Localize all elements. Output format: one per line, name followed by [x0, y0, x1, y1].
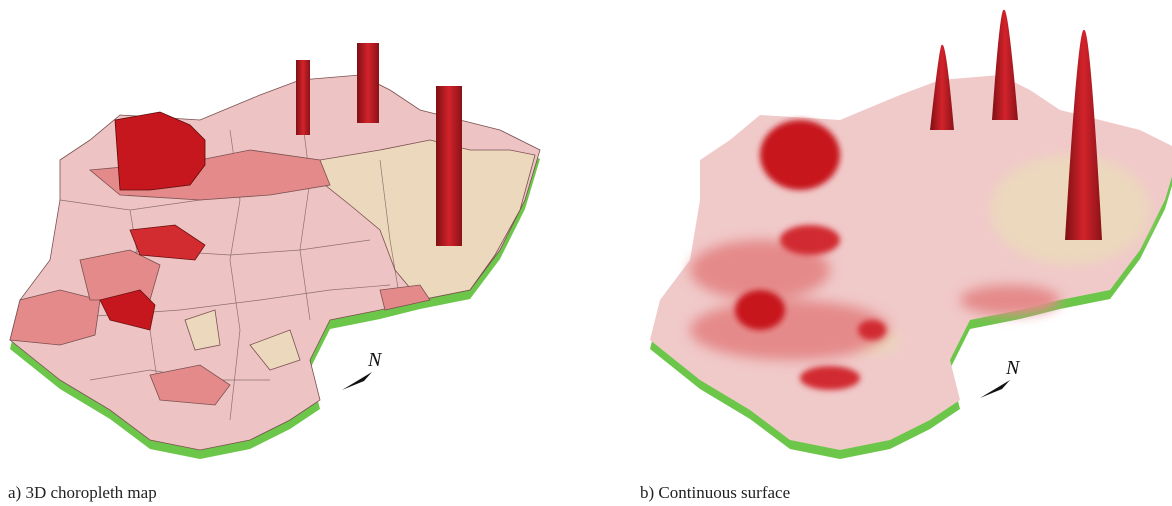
- choropleth-map: N: [10, 43, 540, 459]
- surface-map: N: [650, 10, 1172, 459]
- north-label: N: [1005, 357, 1021, 379]
- extrusion: [357, 43, 379, 123]
- north-arrow: N: [342, 349, 383, 390]
- north-arrow: N: [980, 357, 1021, 398]
- caption: b) Continuous surface: [640, 483, 790, 502]
- north-arrow-head: [980, 380, 1010, 398]
- north-arrow-head: [342, 372, 372, 390]
- figure: N N a) 3D choropleth map b) Continuous: [0, 0, 1172, 506]
- spike: [992, 10, 1018, 120]
- extrusion: [296, 60, 310, 135]
- north-label: N: [367, 349, 383, 371]
- caption: a) 3D choropleth map: [8, 483, 157, 502]
- extrusion: [436, 86, 462, 246]
